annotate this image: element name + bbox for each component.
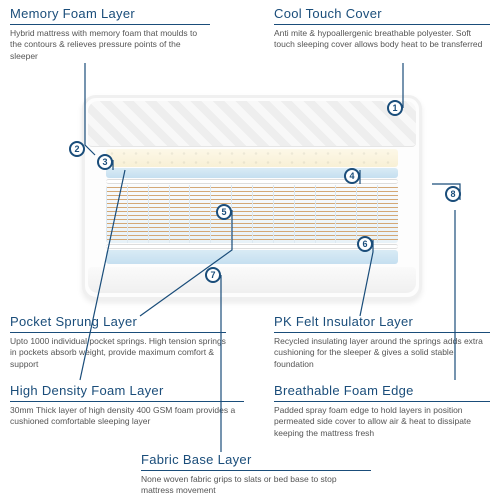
layer-memory-foam bbox=[106, 149, 398, 167]
callout-6: 6 bbox=[357, 236, 373, 252]
layer-high-density-foam-bottom bbox=[106, 250, 398, 264]
section-title: High Density Foam Layer bbox=[10, 383, 244, 398]
section-title: PK Felt Insulator Layer bbox=[274, 314, 490, 329]
section-underline bbox=[274, 332, 490, 333]
section-desc: 30mm Thick layer of high density 400 GSM… bbox=[10, 405, 244, 428]
section-title: Cool Touch Cover bbox=[274, 6, 490, 21]
callout-3: 3 bbox=[97, 154, 113, 170]
section-underline bbox=[10, 24, 210, 25]
section-title: Breathable Foam Edge bbox=[274, 383, 490, 398]
section-memory-foam: Memory Foam Layer Hybrid mattress with me… bbox=[10, 6, 210, 62]
section-pocket-sprung: Pocket Sprung Layer Upto 1000 individual … bbox=[10, 314, 226, 370]
section-underline bbox=[141, 470, 371, 471]
section-pk-felt: PK Felt Insulator Layer Recycled insulati… bbox=[274, 314, 490, 370]
layer-felt-insulator-bottom bbox=[106, 244, 398, 249]
section-title: Fabric Base Layer bbox=[141, 452, 371, 467]
section-desc: Anti mite & hypoallergenic breathable po… bbox=[274, 28, 490, 51]
section-high-density: High Density Foam Layer 30mm Thick layer … bbox=[10, 383, 244, 428]
section-desc: Hybrid mattress with memory foam that mo… bbox=[10, 28, 210, 62]
mattress-diagram bbox=[82, 95, 422, 300]
section-title: Memory Foam Layer bbox=[10, 6, 210, 21]
callout-5: 5 bbox=[216, 204, 232, 220]
section-desc: Recycled insulating layer around the spr… bbox=[274, 336, 490, 370]
layer-pocket-springs bbox=[106, 185, 398, 243]
callout-1: 1 bbox=[387, 100, 403, 116]
section-underline bbox=[274, 24, 490, 25]
callout-2: 2 bbox=[69, 141, 85, 157]
callout-7: 7 bbox=[205, 267, 221, 283]
section-title: Pocket Sprung Layer bbox=[10, 314, 226, 329]
section-cool-touch: Cool Touch Cover Anti mite & hypoallergen… bbox=[274, 6, 490, 51]
layer-fabric-base bbox=[88, 267, 416, 293]
section-underline bbox=[10, 401, 244, 402]
callout-8: 8 bbox=[445, 186, 461, 202]
section-underline bbox=[10, 332, 226, 333]
callout-4: 4 bbox=[344, 168, 360, 184]
section-desc: Upto 1000 individual pocket springs. Hig… bbox=[10, 336, 226, 370]
section-desc: Padded spray foam edge to hold layers in… bbox=[274, 405, 490, 439]
section-desc: None woven fabric grips to slats or bed … bbox=[141, 474, 371, 497]
layer-cool-touch-cover bbox=[88, 101, 416, 147]
section-underline bbox=[274, 401, 490, 402]
section-fabric-base: Fabric Base Layer None woven fabric grips… bbox=[141, 452, 371, 497]
section-breathable-edge: Breathable Foam Edge Padded spray foam ed… bbox=[274, 383, 490, 439]
